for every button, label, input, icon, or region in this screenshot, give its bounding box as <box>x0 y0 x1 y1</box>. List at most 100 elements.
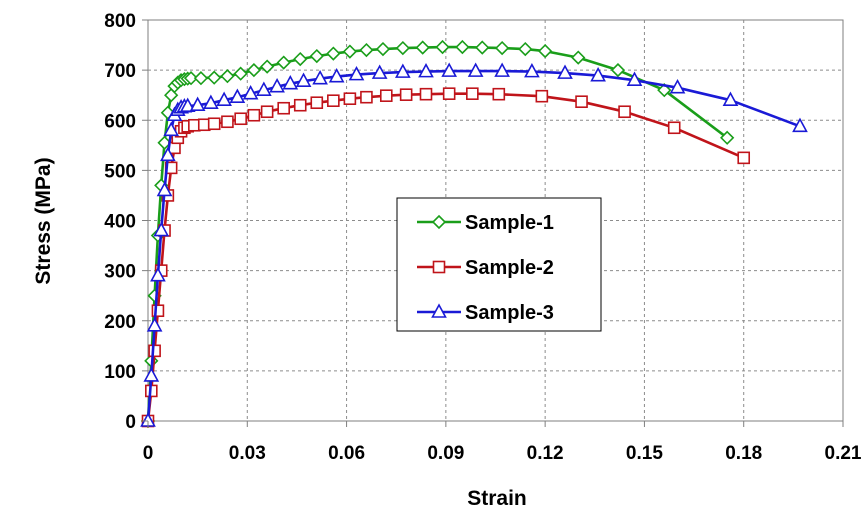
data-point <box>183 71 199 86</box>
data-point <box>151 304 165 318</box>
legend-marker <box>431 303 447 318</box>
data-point <box>295 72 312 87</box>
data-point <box>189 96 206 112</box>
data-point <box>494 62 510 77</box>
data-point <box>455 39 470 55</box>
data-point <box>234 112 247 126</box>
x-axis-ticks: 0 0.03 0.06 0.09 0.12 0.15 0.18 0.21 <box>143 421 862 464</box>
data-point <box>722 91 739 106</box>
data-point <box>348 65 365 81</box>
y-axis-title: Stress (MPa) <box>32 157 55 284</box>
legend-item-3: Sample-3 <box>417 302 554 324</box>
x-tick-label: 0.09 <box>427 443 464 464</box>
data-point <box>233 66 248 81</box>
data-point <box>260 59 275 74</box>
data-point <box>720 130 735 145</box>
data-point <box>293 98 307 112</box>
legend-item-2: Sample-2 <box>417 257 554 279</box>
data-point <box>737 151 751 165</box>
data-point <box>277 101 290 115</box>
data-point <box>441 62 458 77</box>
data-point <box>148 344 161 358</box>
x-tick-label: 0.15 <box>626 443 663 464</box>
data-point <box>415 40 430 55</box>
data-point <box>399 88 413 101</box>
data-point <box>156 181 173 197</box>
data-point <box>293 51 308 67</box>
data-point <box>792 117 808 133</box>
y-tick-label: 600 <box>104 111 136 132</box>
series-3 <box>140 62 808 427</box>
data-point <box>229 88 246 103</box>
data-point <box>442 87 456 100</box>
y-tick-label: 0 <box>125 412 136 433</box>
data-point <box>375 41 391 57</box>
data-point <box>255 81 272 96</box>
data-point <box>160 146 176 162</box>
data-point <box>343 92 357 105</box>
data-point <box>220 69 235 84</box>
data-point <box>667 121 681 135</box>
data-point <box>395 40 410 56</box>
data-point <box>419 87 433 101</box>
data-point <box>360 90 373 104</box>
data-point <box>518 41 533 57</box>
data-point <box>327 94 340 108</box>
data-point <box>193 71 209 86</box>
legend-label: Sample-1 <box>465 212 554 234</box>
y-tick-label: 800 <box>104 11 136 32</box>
legend-marker <box>432 260 446 274</box>
y-axis-ticks: 0 100 200 300 400 500 600 700 800 <box>104 11 148 433</box>
data-point <box>379 89 393 102</box>
legend-label: Sample-2 <box>465 257 554 279</box>
data-point <box>359 42 374 58</box>
data-point <box>475 40 490 55</box>
data-point <box>435 39 450 55</box>
x-tick-label: 0.12 <box>527 443 564 464</box>
x-tick-label: 0.21 <box>825 443 862 464</box>
data-point <box>538 43 553 59</box>
data-point <box>524 62 540 78</box>
data-point <box>276 55 291 70</box>
data-point <box>150 266 166 282</box>
data-point <box>163 121 180 137</box>
legend-item-1: Sample-1 <box>417 212 554 234</box>
data-point <box>269 77 285 93</box>
data-point <box>575 95 588 109</box>
legend-label: Sample-3 <box>465 302 554 324</box>
data-point <box>494 40 510 56</box>
data-point <box>179 97 196 113</box>
y-tick-label: 200 <box>104 312 136 333</box>
legend-marker <box>431 214 447 230</box>
data-point <box>247 108 261 122</box>
series-layer <box>140 39 808 429</box>
y-tick-label: 300 <box>104 262 136 283</box>
data-point <box>146 317 163 332</box>
data-point <box>342 44 358 59</box>
y-tick-label: 700 <box>104 61 136 82</box>
data-point <box>310 96 324 110</box>
data-point <box>260 105 274 119</box>
data-point <box>669 78 686 94</box>
data-point <box>282 74 299 90</box>
y-tick-label: 500 <box>104 161 136 182</box>
data-point <box>153 221 170 237</box>
x-tick-label: 0.06 <box>328 443 365 464</box>
data-point <box>571 50 586 65</box>
data-point <box>203 94 219 110</box>
data-point <box>371 64 388 79</box>
y-tick-label: 400 <box>104 212 136 233</box>
data-point <box>207 70 222 85</box>
legend: Sample-1 Sample-2 Sample-3 <box>396 197 602 332</box>
data-point <box>590 66 606 82</box>
data-point <box>143 367 160 382</box>
x-tick-label: 0 <box>143 443 154 464</box>
data-point <box>326 46 341 61</box>
data-point <box>467 62 484 77</box>
data-point <box>394 63 411 78</box>
data-point <box>242 85 259 100</box>
data-point <box>216 91 232 106</box>
y-tick-label: 100 <box>104 362 136 383</box>
data-point <box>618 105 631 119</box>
